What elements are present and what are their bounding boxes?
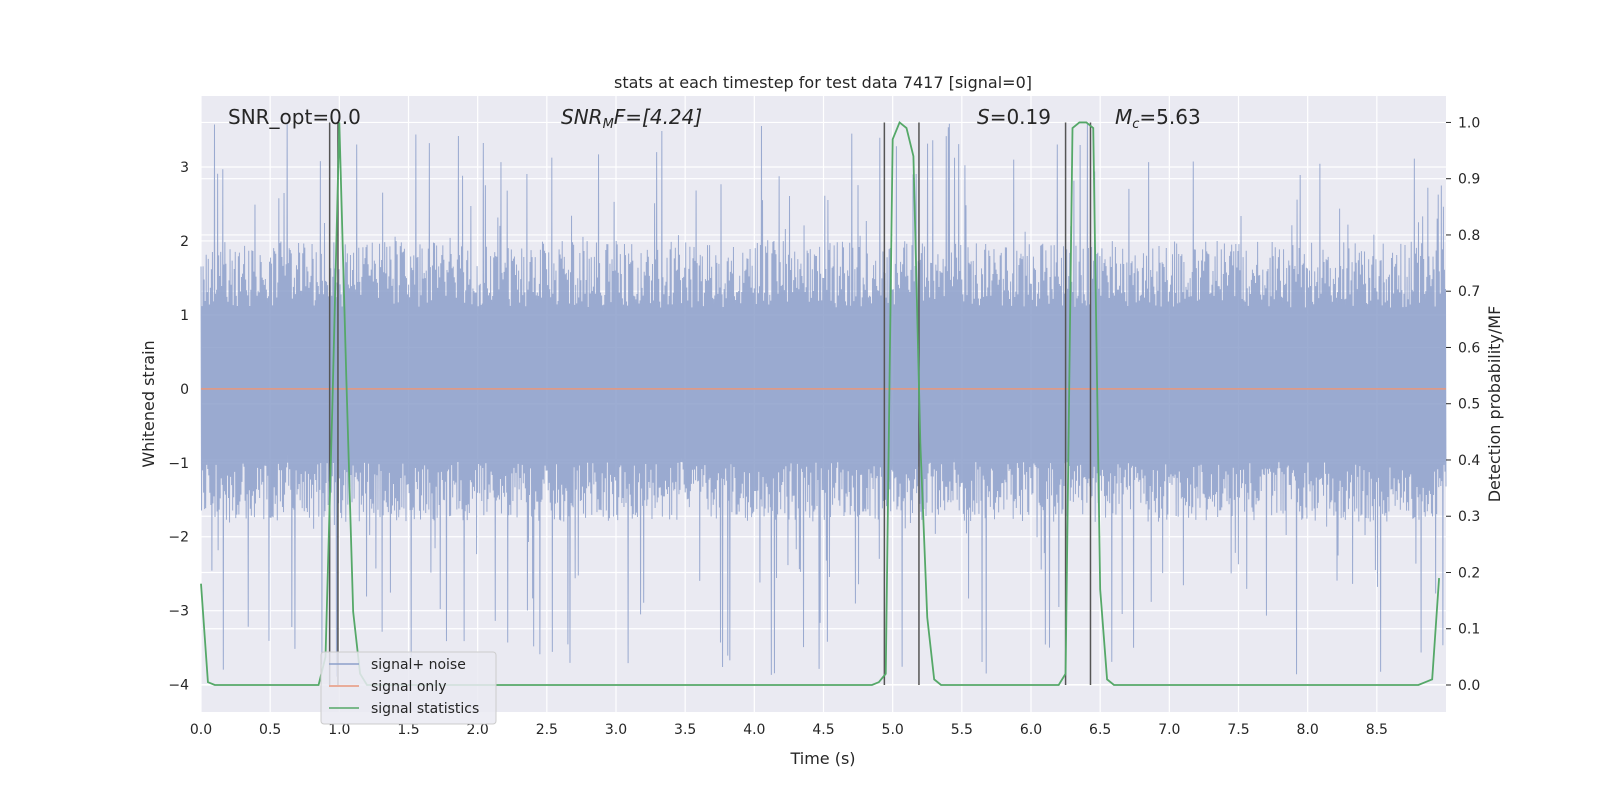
signal-statistics-line — [200, 120, 1440, 686]
x-tick-label: 6.0 — [1020, 722, 1042, 738]
x-tick-label: 2.0 — [467, 722, 489, 738]
x-tick-label: 2.5 — [536, 722, 558, 738]
legend-box — [320, 651, 497, 725]
annotation-snr-mf: SNRMF=[4.24] — [561, 105, 702, 132]
tick-labels: 0.0 0.5 1.0 1.5 2.0 2.5 3.0 3.5 4.0 4.5 5.0 5.5 6.0 6… — [168, 115, 1480, 738]
x-tick-label: 5.0 — [882, 722, 904, 738]
y-tick-label-left: −1 — [168, 456, 189, 472]
annotation-mc: Mc=5.63 — [1115, 105, 1201, 132]
y-tick-label-right: 0.1 — [1458, 622, 1480, 638]
x-tick-label: 7.0 — [1158, 722, 1180, 738]
y-tick-label-left: −3 — [168, 604, 189, 620]
legend-label-signal-statistics: signal statistics — [371, 701, 479, 717]
y-axis-label-left: Whitened strain — [139, 340, 158, 467]
y-tick-label-left: −2 — [168, 530, 189, 546]
y-tick-label-right: 0.0 — [1458, 678, 1480, 694]
y-tick-label-left: 3 — [180, 160, 189, 176]
x-axis-label: Time (s) — [789, 749, 855, 768]
y-tick-label-right: 0.6 — [1458, 340, 1480, 356]
y-tick-label-right: 0.3 — [1458, 509, 1480, 525]
y-tick-label-right: 0.4 — [1458, 453, 1480, 469]
chart-title: stats at each timestep for test data 741… — [614, 73, 1032, 92]
annotation-snr-opt: SNR_opt=0.0 — [228, 105, 361, 129]
y-axis-label-right: Detection probability/MF — [1485, 306, 1504, 503]
x-tick-label: 4.5 — [812, 722, 834, 738]
x-tick-label: 4.0 — [743, 722, 765, 738]
annotation-s: S=0.19 — [977, 105, 1051, 129]
y-tick-label-right: 0.7 — [1458, 284, 1480, 300]
y-tick-label-left: 2 — [180, 234, 189, 250]
x-tick-label: 3.0 — [605, 722, 627, 738]
x-tick-label: 1.5 — [397, 722, 419, 738]
y-tick-label-right: 0.8 — [1458, 228, 1480, 244]
y-tick-label-left: −4 — [168, 678, 189, 694]
x-tick-label: 1.0 — [328, 722, 350, 738]
y-tick-label-right: 0.9 — [1458, 172, 1480, 188]
x-tick-label: 8.0 — [1297, 722, 1319, 738]
legend-label-signal-only: signal only — [371, 679, 446, 695]
x-tick-label: 5.5 — [951, 722, 973, 738]
vertical-markers — [328, 122, 1092, 685]
x-tick-label: 6.5 — [1089, 722, 1111, 738]
y-tick-label-left: 1 — [180, 308, 189, 324]
series-signal-statistics — [200, 120, 1440, 686]
x-tick-label: 7.5 — [1227, 722, 1249, 738]
x-tick-label: 3.5 — [674, 722, 696, 738]
legend: signal+ noise signal only signal statist… — [320, 651, 497, 725]
y-tick-label-right: 0.2 — [1458, 565, 1480, 581]
x-tick-label: 0.5 — [259, 722, 281, 738]
x-tick-label: 0.0 — [190, 722, 212, 738]
x-tick-label: 8.5 — [1366, 722, 1388, 738]
y-tick-label-left: 0 — [180, 382, 189, 398]
legend-label-signal-noise: signal+ noise — [371, 657, 466, 673]
y-tick-label-right: 0.5 — [1458, 397, 1480, 413]
signal-noise-line — [200, 123, 1447, 677]
series-signal-noise — [200, 123, 1447, 677]
y-tick-label-right: 1.0 — [1458, 115, 1480, 131]
